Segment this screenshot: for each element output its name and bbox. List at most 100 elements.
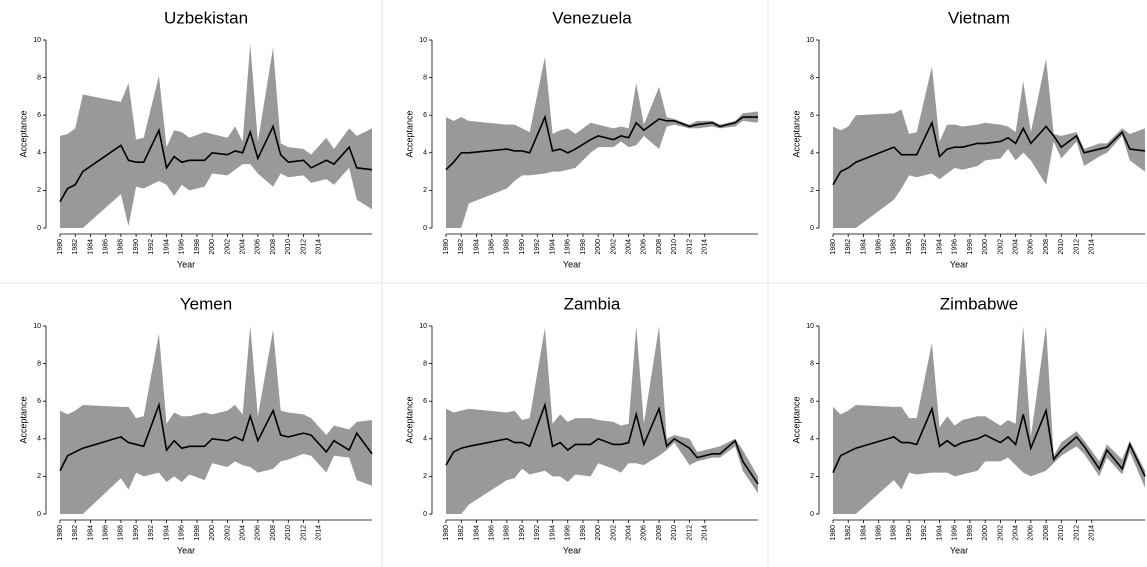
x-tick-label: 2010 <box>285 525 292 541</box>
chart-title: Zimbabwe <box>940 294 1018 313</box>
y-tick-label: 6 <box>810 112 814 119</box>
x-tick-label: 2004 <box>625 525 632 541</box>
x-tick-label: 1990 <box>906 239 913 255</box>
x-tick-label: 2014 <box>316 525 323 541</box>
y-tick-label: 10 <box>806 37 814 44</box>
x-tick-label: 2010 <box>671 525 678 541</box>
x-tick-label: 1982 <box>458 525 465 541</box>
x-tick-label: 2004 <box>239 239 246 255</box>
x-tick-label: 1980 <box>830 239 837 255</box>
x-tick-label: 1984 <box>860 525 867 541</box>
x-tick-label: 2012 <box>686 239 693 255</box>
x-tick-label: 2008 <box>1043 525 1050 541</box>
x-tick-label: 1986 <box>489 525 496 541</box>
x-tick-label: 1980 <box>57 239 64 255</box>
x-tick-label: 1992 <box>148 525 155 541</box>
y-tick-label: 0 <box>423 511 427 518</box>
x-tick-label: 1994 <box>163 239 170 255</box>
x-tick-label: 1994 <box>549 525 556 541</box>
x-tick-label: 1980 <box>443 525 450 541</box>
x-tick-label: 1982 <box>72 239 79 255</box>
x-tick-label: 1996 <box>952 525 959 541</box>
chart-title: Yemen <box>180 294 232 313</box>
x-tick-label: 1992 <box>534 525 541 541</box>
x-tick-label: 2008 <box>270 239 277 255</box>
x-tick-label: 2010 <box>1058 525 1065 541</box>
x-tick-label: 2004 <box>239 525 246 541</box>
x-tick-label: 1984 <box>473 239 480 255</box>
x-axis-label: Year <box>950 259 968 269</box>
x-tick-label: 2006 <box>255 239 262 255</box>
x-tick-label: 1988 <box>891 239 898 255</box>
y-axis-label: Acceptance <box>404 110 414 157</box>
y-tick-label: 0 <box>423 225 427 232</box>
y-tick-label: 2 <box>37 473 41 480</box>
y-axis-label: Acceptance <box>791 396 801 443</box>
x-tick-label: 2006 <box>641 525 648 541</box>
x-tick-label: 2010 <box>285 239 292 255</box>
x-tick-label: 2004 <box>625 239 632 255</box>
y-tick-label: 6 <box>37 112 41 119</box>
y-tick-label: 8 <box>423 360 427 367</box>
x-tick-label: 2002 <box>997 525 1004 541</box>
x-tick-label: 1982 <box>458 239 465 255</box>
x-tick-label: 2000 <box>209 239 216 255</box>
y-tick-label: 0 <box>810 225 814 232</box>
x-tick-label: 1994 <box>549 239 556 255</box>
y-tick-label: 2 <box>810 187 814 194</box>
x-tick-label: 1998 <box>967 525 974 541</box>
x-tick-label: 1994 <box>936 239 943 255</box>
x-axis-label: Year <box>177 545 195 555</box>
x-tick-label: 1982 <box>72 525 79 541</box>
x-axis-label: Year <box>177 259 195 269</box>
x-tick-label: 2008 <box>1043 239 1050 255</box>
y-tick-label: 6 <box>810 398 814 405</box>
x-tick-label: 1984 <box>87 525 94 541</box>
x-tick-label: 2012 <box>300 525 307 541</box>
x-tick-label: 2014 <box>1089 239 1096 255</box>
x-tick-label: 1996 <box>179 525 186 541</box>
x-tick-label: 1984 <box>860 239 867 255</box>
y-tick-label: 4 <box>810 436 814 443</box>
x-tick-label: 2012 <box>1073 239 1080 255</box>
x-tick-label: 2000 <box>209 525 216 541</box>
x-tick-label: 1990 <box>519 239 526 255</box>
x-tick-label: 1992 <box>921 239 928 255</box>
x-tick-label: 1996 <box>952 239 959 255</box>
x-tick-label: 1980 <box>57 525 64 541</box>
x-tick-label: 2000 <box>595 525 602 541</box>
x-tick-label: 1986 <box>876 239 883 255</box>
x-tick-label: 1998 <box>194 239 201 255</box>
x-tick-label: 1994 <box>936 525 943 541</box>
y-tick-label: 0 <box>37 511 41 518</box>
x-tick-label: 1990 <box>519 525 526 541</box>
x-tick-label: 1992 <box>148 239 155 255</box>
x-tick-label: 1982 <box>845 525 852 541</box>
y-tick-label: 2 <box>423 187 427 194</box>
line <box>445 401 759 485</box>
x-tick-label: 2014 <box>702 525 709 541</box>
y-tick-label: 4 <box>810 150 814 157</box>
x-tick-label: 1986 <box>103 239 110 255</box>
x-tick-label: 1984 <box>87 239 94 255</box>
x-tick-label: 1990 <box>133 239 140 255</box>
x-tick-label: 1980 <box>443 239 450 255</box>
x-tick-label: 1986 <box>103 525 110 541</box>
line <box>445 114 758 171</box>
x-tick-label: 1998 <box>967 239 974 255</box>
x-tick-label: 2012 <box>686 525 693 541</box>
x-tick-label: 2006 <box>1028 525 1035 541</box>
x-tick-label: 2000 <box>982 239 989 255</box>
x-tick-label: 2002 <box>224 239 231 255</box>
x-tick-label: 2010 <box>1058 239 1065 255</box>
x-tick-label: 2006 <box>1028 239 1035 255</box>
y-tick-label: 4 <box>423 436 427 443</box>
x-tick-label: 1980 <box>830 525 837 541</box>
y-axis-label: Acceptance <box>18 396 28 443</box>
line <box>59 401 373 472</box>
x-tick-label: 2002 <box>610 525 617 541</box>
x-tick-label: 1988 <box>118 239 125 255</box>
confidence-band <box>446 326 758 514</box>
x-tick-label: 1990 <box>133 525 140 541</box>
